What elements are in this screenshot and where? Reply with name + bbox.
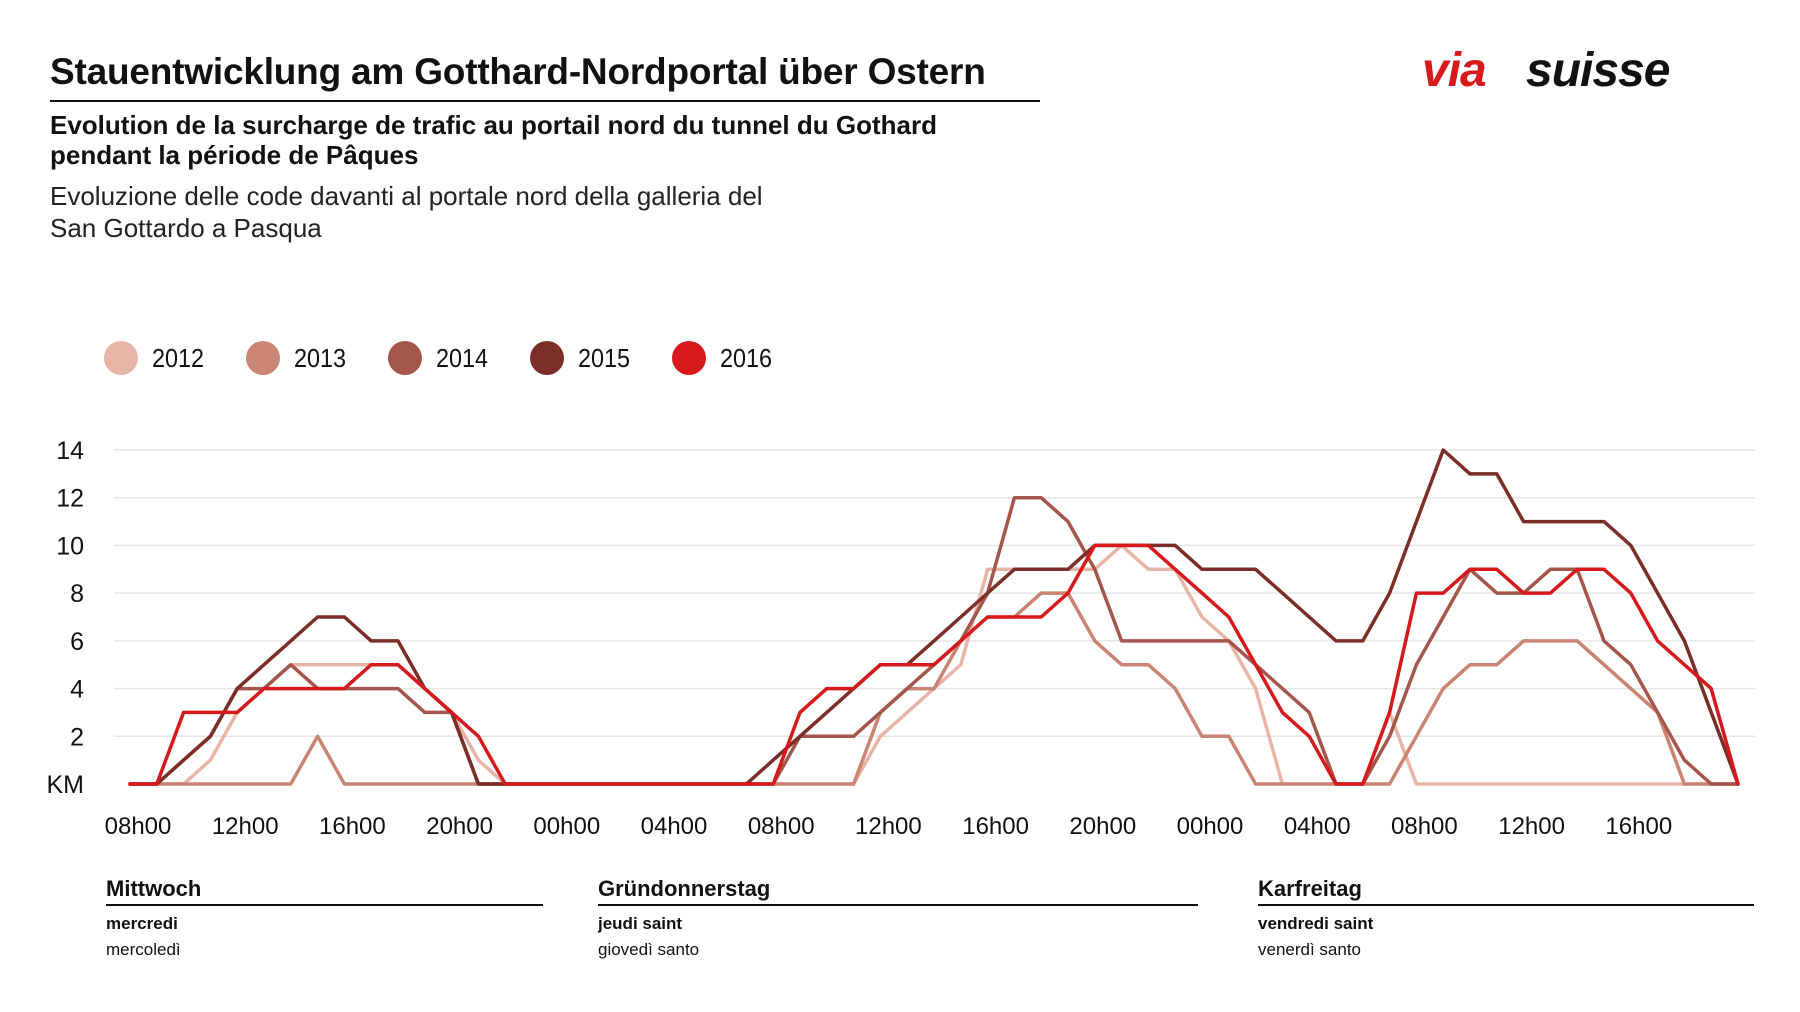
day-name-de: Gründonnerstag — [598, 876, 771, 901]
legend-item-2015: 2015 — [530, 341, 652, 375]
x-tick-label: 16h00 — [962, 813, 1029, 840]
legend-label: 2012 — [152, 342, 205, 373]
title-block: Stauentwicklung am Gotthard-Nordportal ü… — [50, 50, 1040, 244]
chart-title-fr: Evolution de la surcharge de trafic au p… — [50, 110, 937, 170]
y-axis-ticks: KM 2 4 6 8 10 12 14 — [47, 437, 85, 799]
x-tick-label: 04h00 — [1284, 813, 1351, 840]
day-name-it: giovedì santo — [598, 939, 700, 959]
day-name-de: Karfreitag — [1258, 876, 1362, 901]
x-tick-label: 08h00 — [105, 813, 172, 840]
legend-swatch — [104, 341, 138, 375]
logo-text-suisse: suisse — [1526, 46, 1670, 96]
x-tick-label: 12h00 — [1498, 813, 1565, 840]
legend-item-2013: 2013 — [246, 341, 368, 375]
y-tick-label: 6 — [70, 628, 84, 656]
day-name-fr: vendredi saint — [1258, 913, 1374, 933]
legend-item-2016: 2016 — [672, 341, 794, 375]
legend-label: 2014 — [436, 342, 489, 373]
x-tick-label: 12h00 — [212, 813, 279, 840]
day-label-wednesday: Mittwoch mercredi mercoledì — [106, 876, 543, 961]
x-axis-ticks: 08h00 12h00 16h00 20h00 00h00 04h00 08h00 12h00… — [105, 813, 1673, 840]
series-line-2016 — [128, 543, 1740, 786]
legend-swatch — [530, 341, 564, 375]
day-name-de: Mittwoch — [106, 876, 202, 901]
y-tick-label: 4 — [70, 676, 84, 704]
legend-label: 2015 — [578, 342, 631, 373]
title-underline — [50, 100, 1040, 102]
legend-swatch — [388, 341, 422, 375]
day-name-it: mercoledì — [106, 939, 181, 959]
chart-title-de: Stauentwicklung am Gotthard-Nordportal ü… — [50, 51, 986, 92]
legend-label: 2013 — [294, 342, 347, 373]
x-tick-label: 16h00 — [1605, 813, 1672, 840]
day-name-fr: jeudi saint — [598, 913, 683, 933]
legend-item-2012: 2012 — [104, 341, 226, 375]
day-underline — [1258, 904, 1754, 906]
x-tick-label: 08h00 — [748, 813, 815, 840]
legend-label: 2016 — [720, 342, 773, 373]
series-line-2015 — [128, 448, 1740, 786]
viasuisse-logo: via suisse — [1422, 46, 1671, 96]
x-tick-label: 08h00 — [1391, 813, 1458, 840]
x-tick-label: 00h00 — [533, 813, 600, 840]
day-underline — [598, 904, 1198, 906]
series-lines — [128, 448, 1740, 786]
x-tick-label: 00h00 — [1177, 813, 1244, 840]
legend: 2012 2013 2014 2015 2016 — [104, 338, 814, 378]
y-tick-label: 12 — [56, 485, 84, 513]
y-tick-label: 10 — [56, 532, 84, 560]
x-tick-label: 04h00 — [641, 813, 708, 840]
y-tick-label: 8 — [70, 580, 84, 608]
legend-item-2014: 2014 — [388, 341, 510, 375]
y-tick-label: 2 — [70, 723, 84, 751]
y-tick-label: 14 — [56, 437, 84, 465]
day-label-friday: Karfreitag vendredi saint venerdì santo — [1258, 876, 1754, 961]
chart-title-it: Evoluzione delle code davanti al portale… — [50, 181, 763, 243]
logo-text-via: via — [1422, 46, 1486, 96]
x-tick-label: 16h00 — [319, 813, 386, 840]
y-tick-label: KM — [47, 771, 85, 799]
day-label-thursday: Gründonnerstag jeudi saint giovedì santo — [598, 876, 1198, 961]
x-tick-label: 20h00 — [426, 813, 493, 840]
x-tick-label: 20h00 — [1069, 813, 1136, 840]
series-line-2013 — [128, 591, 1740, 786]
day-name-it: venerdì santo — [1258, 939, 1362, 959]
day-name-fr: mercredi — [106, 913, 178, 933]
x-tick-label: 12h00 — [855, 813, 922, 840]
legend-swatch — [672, 341, 706, 375]
legend-swatch — [246, 341, 280, 375]
day-underline — [106, 904, 543, 906]
